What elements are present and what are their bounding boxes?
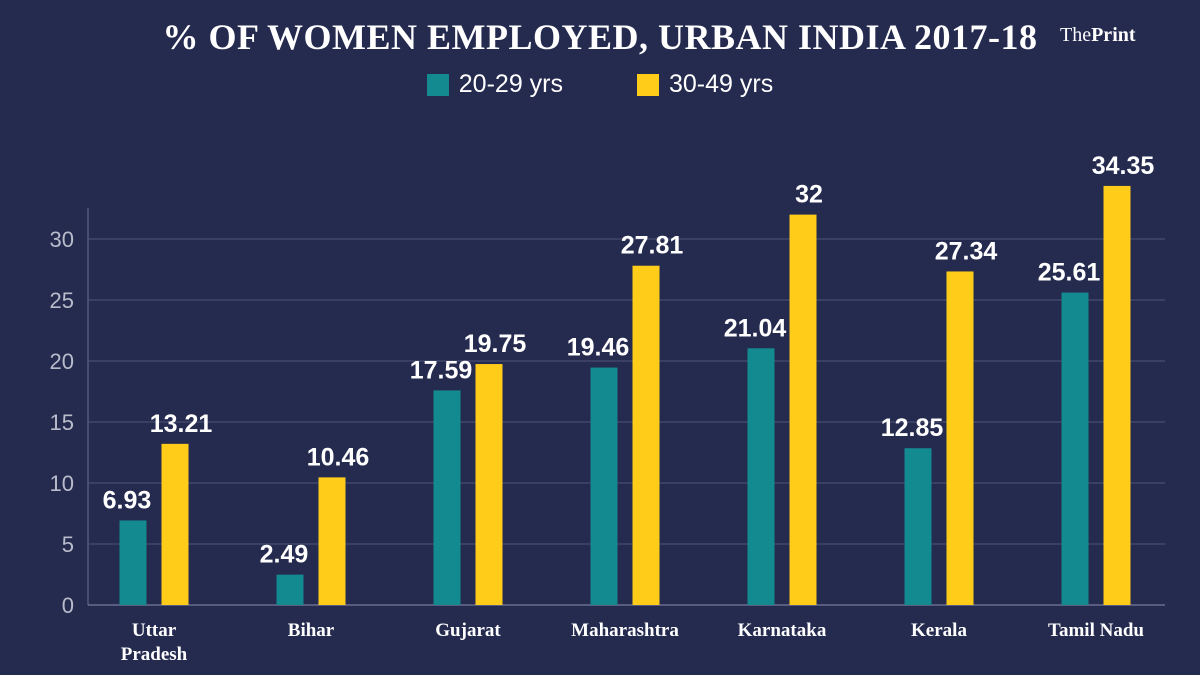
x-category-label: Uttar	[132, 620, 177, 641]
legend-item-series-1: 20-29 yrs	[426, 70, 563, 99]
legend-swatch-series-2	[637, 73, 659, 96]
data-label: 32	[795, 181, 823, 209]
y-tick-label: 0	[62, 593, 74, 618]
bar-series-1[interactable]	[1061, 292, 1089, 605]
bar-series-2[interactable]	[475, 364, 503, 605]
bar-series-1[interactable]	[747, 348, 775, 605]
bar-series-1[interactable]	[433, 390, 461, 605]
y-tick-label: 30	[50, 227, 74, 252]
data-label: 2.49	[260, 541, 309, 569]
y-tick-label: 15	[50, 410, 74, 435]
bar-series-2[interactable]	[789, 214, 817, 605]
x-category-label: Bihar	[288, 620, 335, 641]
data-label: 19.75	[464, 330, 527, 358]
data-label: 21.04	[724, 314, 787, 342]
x-category-label: Kerala	[911, 620, 967, 641]
y-tick-label: 25	[50, 288, 74, 313]
y-axis-ticks: 0 5 10 15 20 25 30	[50, 227, 74, 618]
x-category-label: Pradesh	[121, 644, 188, 665]
brand-name: Print	[1091, 24, 1136, 46]
y-tick-label: 10	[50, 471, 74, 496]
data-label: 12.85	[881, 414, 944, 442]
y-tick-label: 5	[62, 532, 74, 557]
bar-series-1[interactable]	[276, 574, 304, 605]
data-label: 27.34	[935, 237, 998, 265]
data-label: 25.61	[1038, 259, 1101, 287]
data-label: 27.81	[621, 232, 684, 260]
data-label: 34.35	[1092, 152, 1155, 180]
x-category-label: Karnataka	[738, 620, 827, 641]
bar-series-2[interactable]	[161, 443, 189, 605]
legend-swatch-series-1	[426, 73, 449, 96]
bar-series-2[interactable]	[632, 265, 660, 605]
x-category-label: Tamil Nadu	[1048, 620, 1144, 641]
legend-label-series-1: 20-29 yrs	[458, 70, 563, 98]
x-category-label: Maharashtra	[571, 620, 679, 641]
gridlines	[87, 208, 1165, 606]
bar-series-1[interactable]	[119, 520, 147, 605]
data-label: 19.46	[567, 334, 630, 362]
x-axis-categories: Uttar Pradesh Bihar Gujarat Maharashtra Karna…	[121, 620, 1145, 665]
legend-label-series-2: 30-49 yrs	[669, 70, 774, 98]
chart-title: % OF WOMEN EMPLOYED, URBAN INDIA 2017-18	[162, 17, 1038, 57]
bar-series-1[interactable]	[590, 367, 618, 605]
data-label: 13.21	[150, 410, 213, 438]
x-category-label: Gujarat	[435, 620, 501, 641]
bars	[119, 185, 1131, 605]
chart-legend: 20-29 yrs 30-49 yrs	[0, 70, 1200, 99]
bar-series-2[interactable]	[318, 477, 346, 605]
data-label: 6.93	[103, 486, 152, 514]
legend-item-series-2: 30-49 yrs	[637, 70, 773, 99]
y-tick-label: 20	[50, 349, 74, 374]
theprint-logo[interactable]: ThePrint	[1060, 24, 1136, 47]
bar-series-2[interactable]	[1103, 185, 1131, 605]
bar-series-1[interactable]	[904, 448, 932, 605]
brand-prefix: The	[1060, 24, 1092, 46]
data-label: 17.59	[410, 356, 473, 384]
bar-series-2[interactable]	[946, 271, 974, 605]
data-label: 10.46	[307, 443, 370, 471]
